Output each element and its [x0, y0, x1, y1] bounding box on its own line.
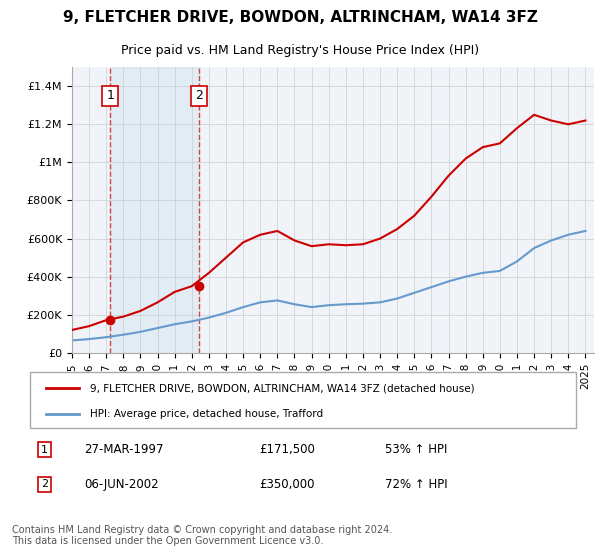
Text: Price paid vs. HM Land Registry's House Price Index (HPI): Price paid vs. HM Land Registry's House …	[121, 44, 479, 57]
Text: Contains HM Land Registry data © Crown copyright and database right 2024.
This d: Contains HM Land Registry data © Crown c…	[12, 525, 392, 547]
Text: £350,000: £350,000	[259, 478, 315, 491]
Text: 53% ↑ HPI: 53% ↑ HPI	[385, 443, 447, 456]
Text: 72% ↑ HPI: 72% ↑ HPI	[385, 478, 448, 491]
Text: £171,500: £171,500	[259, 443, 315, 456]
Text: 06-JUN-2002: 06-JUN-2002	[85, 478, 159, 491]
Text: 9, FLETCHER DRIVE, BOWDON, ALTRINCHAM, WA14 3FZ (detached house): 9, FLETCHER DRIVE, BOWDON, ALTRINCHAM, W…	[90, 383, 475, 393]
FancyBboxPatch shape	[30, 372, 576, 428]
Text: 2: 2	[195, 89, 203, 102]
Text: 1: 1	[41, 445, 48, 455]
Text: 27-MAR-1997: 27-MAR-1997	[85, 443, 164, 456]
Bar	[110, 67, 199, 353]
Text: HPI: Average price, detached house, Trafford: HPI: Average price, detached house, Traf…	[90, 409, 323, 419]
Text: 9, FLETCHER DRIVE, BOWDON, ALTRINCHAM, WA14 3FZ: 9, FLETCHER DRIVE, BOWDON, ALTRINCHAM, W…	[62, 10, 538, 25]
Text: 2: 2	[41, 479, 48, 489]
Text: 1: 1	[106, 89, 114, 102]
